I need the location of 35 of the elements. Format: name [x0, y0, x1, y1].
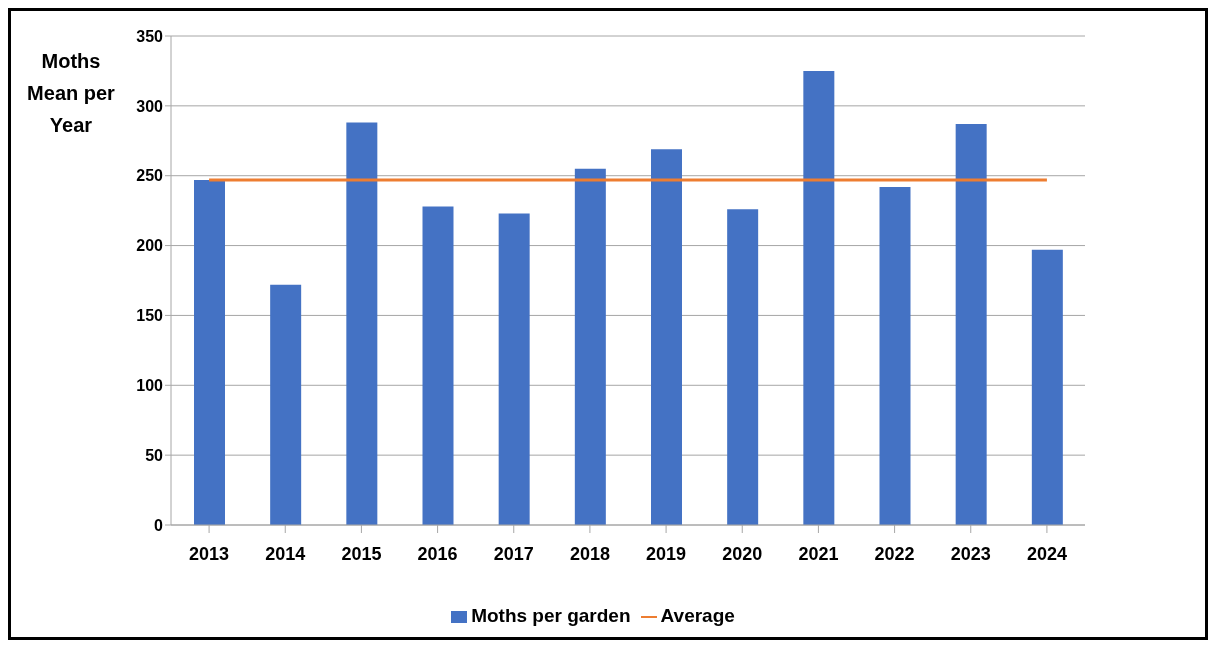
x-tick-label: 2024 — [1026, 543, 1067, 564]
bar — [498, 213, 530, 525]
x-tick-label: 2018 — [569, 543, 610, 564]
y-tick-label: 100 — [136, 376, 164, 394]
x-tick-label: 2020 — [722, 543, 763, 564]
bar — [803, 70, 835, 525]
bar — [651, 149, 682, 525]
x-tick-label: 2019 — [646, 543, 687, 564]
y-tick-label: 0 — [154, 516, 164, 534]
y-tick-label: 200 — [136, 237, 164, 255]
bar — [270, 284, 302, 525]
legend-label: Moths per garden — [471, 605, 631, 626]
bar — [346, 122, 378, 525]
y-tick-label: 300 — [136, 97, 164, 115]
x-tick-label: 2021 — [798, 543, 839, 564]
bar — [574, 168, 606, 525]
bar — [1031, 249, 1063, 525]
bar — [194, 179, 225, 525]
y-tick-label: 250 — [136, 167, 164, 185]
x-tick-label: 2016 — [417, 543, 458, 564]
x-tick-label: 2014 — [265, 543, 306, 564]
y-tick-label: 50 — [145, 446, 164, 464]
legend-label: Average — [660, 605, 735, 626]
y-axis-title: Moths Mean per Year — [26, 49, 116, 138]
bar — [955, 124, 987, 525]
bar — [879, 186, 911, 525]
x-tick-label: 2015 — [341, 543, 382, 564]
x-tick-label: 2023 — [950, 543, 991, 564]
y-tick-label: 150 — [136, 307, 164, 325]
y-tick-label: 350 — [136, 27, 164, 45]
bar — [422, 206, 454, 525]
bar — [727, 209, 759, 525]
x-tick-label: 2013 — [189, 543, 230, 564]
x-tick-label: 2022 — [874, 543, 915, 564]
x-tick-label: 2017 — [493, 543, 534, 564]
